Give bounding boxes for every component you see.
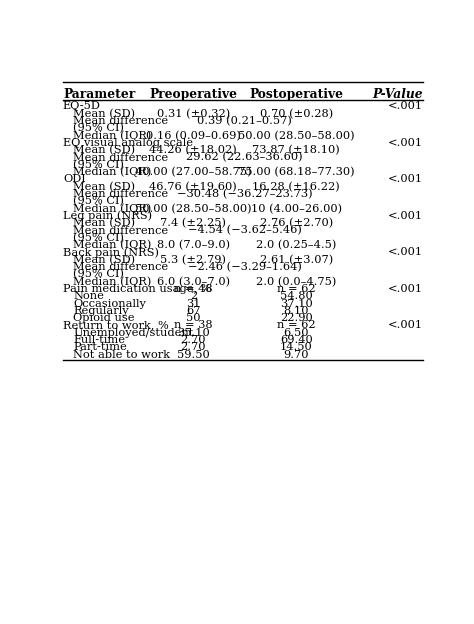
Text: 59.50: 59.50 bbox=[177, 349, 210, 359]
Text: Return to work, %: Return to work, % bbox=[63, 321, 169, 331]
Text: <.001: <.001 bbox=[388, 101, 423, 112]
Text: 8.10: 8.10 bbox=[283, 306, 309, 316]
Text: (95% CI): (95% CI) bbox=[73, 160, 124, 170]
Text: P-Value: P-Value bbox=[373, 89, 423, 101]
Text: Median (IQR): Median (IQR) bbox=[73, 240, 152, 250]
Text: Median (IQR): Median (IQR) bbox=[73, 167, 152, 177]
Text: Preoperative: Preoperative bbox=[149, 89, 237, 101]
Text: Mean difference: Mean difference bbox=[73, 152, 168, 162]
Text: Back pain (NRS): Back pain (NRS) bbox=[63, 247, 159, 258]
Text: 2.0 (0.0–4.75): 2.0 (0.0–4.75) bbox=[256, 276, 337, 287]
Text: n = 38: n = 38 bbox=[174, 321, 213, 331]
Text: Mean difference: Mean difference bbox=[73, 189, 168, 199]
Text: 16.28 (±16.22): 16.28 (±16.22) bbox=[252, 182, 340, 192]
Text: <.001: <.001 bbox=[388, 175, 423, 185]
Text: 14.50: 14.50 bbox=[280, 343, 312, 353]
Text: −2.46 (−3.29–1.64): −2.46 (−3.29–1.64) bbox=[188, 262, 301, 272]
Text: 75.00 (68.18–77.30): 75.00 (68.18–77.30) bbox=[238, 167, 355, 177]
Text: <.001: <.001 bbox=[388, 284, 423, 294]
Text: 2.70: 2.70 bbox=[181, 343, 206, 353]
Text: 2.0 (0.25–4.5): 2.0 (0.25–4.5) bbox=[256, 240, 337, 250]
Text: n = 62: n = 62 bbox=[277, 284, 316, 294]
Text: Mean difference: Mean difference bbox=[73, 262, 168, 272]
Text: 44.26 (±18.02): 44.26 (±18.02) bbox=[149, 145, 237, 155]
Text: Median (IQR): Median (IQR) bbox=[73, 203, 152, 214]
Text: Postoperative: Postoperative bbox=[249, 89, 343, 101]
Text: 50.00 (28.50–58.00): 50.00 (28.50–58.00) bbox=[135, 203, 252, 214]
Text: 0.31 (±0.32): 0.31 (±0.32) bbox=[157, 109, 230, 119]
Text: Regularly: Regularly bbox=[73, 306, 129, 316]
Text: Pain medication usage, %: Pain medication usage, % bbox=[63, 284, 211, 294]
Text: 2.76 (±2.70): 2.76 (±2.70) bbox=[260, 218, 333, 228]
Text: (95% CI): (95% CI) bbox=[73, 269, 124, 280]
Text: 0.39 (0.21–0.57): 0.39 (0.21–0.57) bbox=[197, 116, 292, 126]
Text: Parameter: Parameter bbox=[63, 89, 135, 101]
Text: n = 62: n = 62 bbox=[277, 321, 316, 331]
Text: 40.00 (27.00–58.75): 40.00 (27.00–58.75) bbox=[135, 167, 252, 177]
Text: −30.48 (−36.27–23.73): −30.48 (−36.27–23.73) bbox=[177, 189, 312, 199]
Text: 22.90: 22.90 bbox=[280, 313, 312, 323]
Text: Not able to work: Not able to work bbox=[73, 349, 170, 359]
Text: 2: 2 bbox=[190, 291, 197, 301]
Text: Leg pain (NRS): Leg pain (NRS) bbox=[63, 211, 152, 222]
Text: 31: 31 bbox=[186, 299, 201, 309]
Text: 8.0 (7.0–9.0): 8.0 (7.0–9.0) bbox=[157, 240, 230, 250]
Text: 67: 67 bbox=[186, 306, 201, 316]
Text: 10 (4.00–26.00): 10 (4.00–26.00) bbox=[251, 203, 342, 214]
Text: 50: 50 bbox=[186, 313, 201, 323]
Text: 29.62 (22.63–36.60): 29.62 (22.63–36.60) bbox=[186, 152, 303, 163]
Text: 73.87 (±18.10): 73.87 (±18.10) bbox=[252, 145, 340, 155]
Text: 9.70: 9.70 bbox=[283, 349, 309, 359]
Text: Full-time: Full-time bbox=[73, 335, 125, 345]
Text: −4.54 (−3.62–5.46): −4.54 (−3.62–5.46) bbox=[188, 225, 301, 236]
Text: <.001: <.001 bbox=[388, 248, 423, 258]
Text: Median (IQR): Median (IQR) bbox=[73, 276, 152, 287]
Text: 37.10: 37.10 bbox=[280, 299, 312, 309]
Text: 0.70 (±0.28): 0.70 (±0.28) bbox=[260, 109, 333, 119]
Text: Mean difference: Mean difference bbox=[73, 116, 168, 126]
Text: 0.16 (0.09–0.69): 0.16 (0.09–0.69) bbox=[146, 130, 241, 141]
Text: Mean (SD): Mean (SD) bbox=[73, 109, 136, 119]
Text: Mean (SD): Mean (SD) bbox=[73, 218, 136, 228]
Text: 6.0 (3.0–7.0): 6.0 (3.0–7.0) bbox=[157, 276, 230, 287]
Text: (95% CI): (95% CI) bbox=[73, 196, 124, 207]
Text: 2.70: 2.70 bbox=[181, 335, 206, 345]
Text: <.001: <.001 bbox=[388, 211, 423, 221]
Text: 2.61 (±3.07): 2.61 (±3.07) bbox=[260, 255, 333, 265]
Text: n = 48: n = 48 bbox=[174, 284, 213, 294]
Text: <.001: <.001 bbox=[388, 321, 423, 331]
Text: Opioid use: Opioid use bbox=[73, 313, 135, 323]
Text: 6.50: 6.50 bbox=[283, 328, 309, 338]
Text: Mean (SD): Mean (SD) bbox=[73, 182, 136, 192]
Text: 50.00 (28.50–58.00): 50.00 (28.50–58.00) bbox=[238, 130, 355, 141]
Text: 5.3 (±2.79): 5.3 (±2.79) bbox=[160, 255, 226, 265]
Text: Mean difference: Mean difference bbox=[73, 225, 168, 235]
Text: Unemployed/student: Unemployed/student bbox=[73, 328, 193, 338]
Text: EQ visual analog scale: EQ visual analog scale bbox=[63, 138, 193, 148]
Text: Mean (SD): Mean (SD) bbox=[73, 255, 136, 265]
Text: Median (IQR): Median (IQR) bbox=[73, 130, 152, 141]
Text: 69.40: 69.40 bbox=[280, 335, 312, 345]
Text: <.001: <.001 bbox=[388, 138, 423, 148]
Text: (95% CI): (95% CI) bbox=[73, 123, 124, 134]
Text: 54.80: 54.80 bbox=[280, 291, 312, 301]
Text: 46.76 (±19.60): 46.76 (±19.60) bbox=[149, 182, 237, 192]
Text: 35.10: 35.10 bbox=[177, 328, 210, 338]
Text: 7.4 (±2.25): 7.4 (±2.25) bbox=[160, 218, 226, 228]
Text: ODI: ODI bbox=[63, 175, 86, 185]
Text: (95% CI): (95% CI) bbox=[73, 233, 124, 243]
Text: Part-time: Part-time bbox=[73, 343, 127, 353]
Text: Mean (SD): Mean (SD) bbox=[73, 145, 136, 155]
Text: EQ-5D: EQ-5D bbox=[63, 101, 101, 112]
Text: None: None bbox=[73, 291, 104, 301]
Text: Occasionally: Occasionally bbox=[73, 299, 146, 309]
